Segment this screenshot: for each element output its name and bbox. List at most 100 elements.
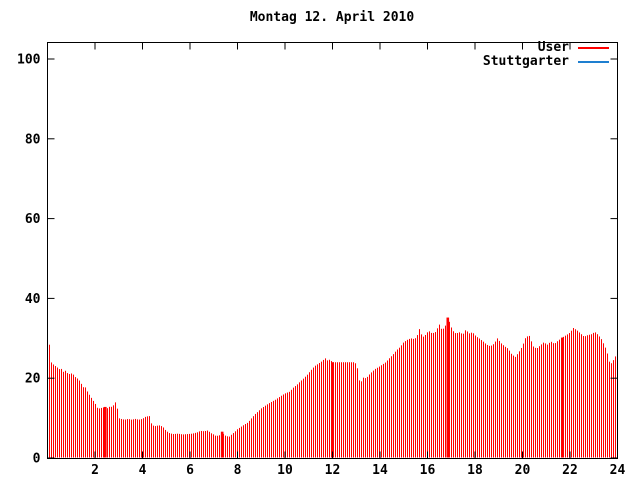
impulse-bar [51, 362, 52, 458]
impulse-bar [79, 380, 80, 458]
impulse-bar [511, 353, 512, 458]
impulse-bar [207, 430, 208, 458]
impulse-bar [559, 339, 560, 458]
impulse-bar [205, 430, 206, 458]
impulse-bar [521, 347, 522, 458]
impulse-bar [449, 321, 450, 458]
impulse-bar [313, 367, 314, 458]
impulse-bar [467, 331, 468, 458]
impulse-bar [251, 418, 252, 458]
impulse-bar [183, 434, 184, 458]
impulse-bar [443, 328, 444, 458]
impulse-bar [405, 341, 406, 458]
impulse-bar [255, 413, 256, 458]
impulse-bar [203, 431, 204, 458]
x-axis-tick-label: 22 [562, 463, 578, 478]
y-axis-tick-label: 40 [25, 292, 41, 307]
y-axis-tick-label: 0 [33, 452, 41, 467]
impulse-bar [377, 367, 378, 458]
impulse-bar [129, 419, 130, 458]
impulse-bar [477, 337, 478, 458]
impulse-bar [583, 336, 584, 458]
impulse-bar [281, 395, 282, 458]
impulse-bar [311, 369, 312, 458]
impulse-bar [239, 427, 240, 458]
impulse-bar [329, 359, 330, 458]
impulse-bar [277, 398, 278, 458]
impulse-bar [547, 344, 548, 458]
impulse-bar [509, 350, 510, 458]
impulse-bar [529, 335, 530, 458]
impulse-bar [213, 434, 214, 458]
impulse-bar [99, 408, 100, 458]
impulse-bar [345, 362, 346, 458]
impulse-bar [415, 338, 416, 458]
impulse-bar [65, 370, 66, 458]
impulse-bar [269, 403, 270, 458]
impulse-bar [517, 354, 518, 458]
impulse-bar [341, 362, 342, 458]
impulse-bar [569, 333, 570, 458]
impulse-bar [371, 372, 372, 458]
impulse-bar [437, 328, 438, 458]
impulse-bar [303, 378, 304, 458]
impulse-bar [103, 407, 104, 458]
impulse-bar [351, 362, 352, 458]
impulse-bar [513, 355, 514, 458]
impulse-bar [155, 426, 156, 458]
impulse-bar [577, 330, 578, 458]
impulse-bar [287, 392, 288, 458]
impulse-bar [167, 431, 168, 458]
impulse-bar [401, 345, 402, 458]
impulse-bar [195, 432, 196, 458]
impulse-bar [145, 416, 146, 458]
impulse-bar [375, 368, 376, 458]
impulse-bar [379, 366, 380, 458]
impulse-bar [243, 425, 244, 458]
legend-line-stuttgarter-icon [578, 61, 609, 63]
impulse-bar [491, 345, 492, 458]
impulse-bar [319, 362, 320, 458]
impulse-bar [295, 386, 296, 458]
impulse-bar [175, 433, 176, 458]
impulse-bar [149, 416, 150, 458]
impulse-bar [225, 435, 226, 458]
impulse-bar [57, 367, 58, 458]
impulse-bar [77, 378, 78, 458]
impulse-bar [503, 345, 504, 458]
impulse-bar [283, 394, 284, 458]
impulse-bar [579, 332, 580, 458]
impulse-bar [227, 436, 228, 458]
impulse-bar [571, 330, 572, 458]
impulse-bar [259, 410, 260, 458]
impulse-bar [441, 328, 442, 458]
impulse-bar [457, 333, 458, 458]
impulse-bar-bold [561, 337, 564, 458]
impulse-bar [567, 334, 568, 458]
impulse-bar [407, 339, 408, 458]
impulse-bar [235, 431, 236, 458]
impulse-bar [537, 348, 538, 458]
impulse-bar [603, 343, 604, 458]
impulse-bar [431, 332, 432, 458]
impulse-bar [501, 343, 502, 458]
impulse-bar [593, 332, 594, 458]
impulse-bar [587, 335, 588, 458]
y-axis-tick-label: 100 [17, 53, 41, 68]
impulse-bar [139, 419, 140, 458]
impulse-bar [551, 341, 552, 458]
legend-label-user: User [537, 40, 569, 55]
impulse-bar [71, 373, 72, 458]
impulse-bar [141, 419, 142, 458]
impulse-bar [153, 425, 154, 458]
impulse-bar [439, 324, 440, 458]
impulse-bar [615, 356, 616, 458]
impulse-bar [133, 419, 134, 458]
impulse-bar [233, 433, 234, 458]
impulse-bar [53, 364, 54, 458]
impulse-bar [419, 329, 420, 458]
impulse-bar [507, 348, 508, 458]
impulse-bar [539, 346, 540, 458]
